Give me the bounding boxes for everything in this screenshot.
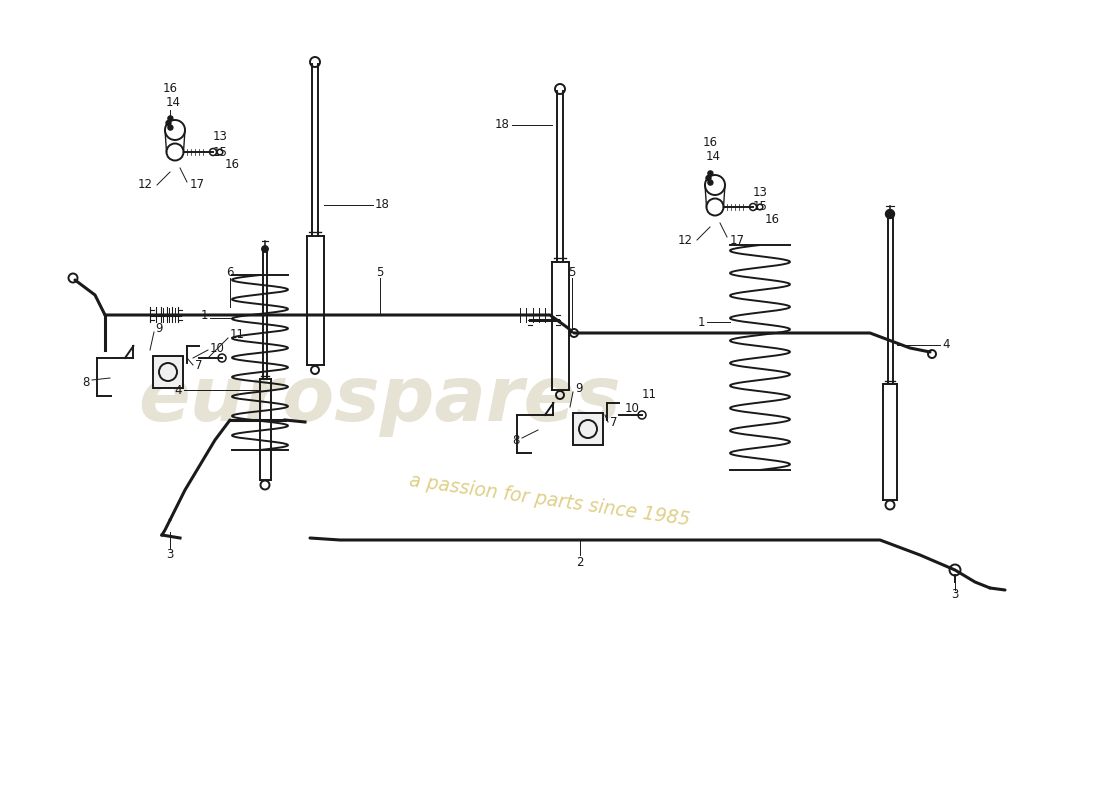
Bar	[153, 356, 183, 388]
Text: 17: 17	[190, 178, 205, 191]
Circle shape	[706, 175, 711, 181]
Circle shape	[168, 116, 173, 121]
Text: 16: 16	[226, 158, 240, 171]
Text: a passion for parts since 1985: a passion for parts since 1985	[408, 471, 692, 529]
Circle shape	[708, 180, 713, 185]
Text: 15: 15	[754, 201, 768, 214]
Text: 3: 3	[952, 589, 959, 602]
Text: 17: 17	[730, 234, 745, 246]
Text: 1: 1	[200, 309, 208, 322]
Text: 13: 13	[754, 186, 768, 198]
Text: 13: 13	[213, 130, 228, 143]
Text: 4: 4	[942, 338, 949, 351]
Text: 4: 4	[175, 383, 182, 397]
Text: 16: 16	[163, 82, 177, 94]
Text: 9: 9	[575, 382, 583, 394]
Circle shape	[168, 125, 173, 130]
Text: 5: 5	[569, 266, 575, 278]
Text: 6: 6	[227, 266, 233, 278]
Text: 1: 1	[697, 315, 705, 329]
Text: 7: 7	[195, 358, 202, 371]
Circle shape	[262, 246, 268, 252]
Text: 7: 7	[610, 415, 617, 429]
Circle shape	[886, 210, 894, 218]
Text: 3: 3	[166, 549, 174, 562]
Circle shape	[708, 171, 713, 176]
Text: 18: 18	[375, 198, 389, 211]
Text: 18: 18	[495, 118, 510, 131]
Text: 14: 14	[705, 150, 720, 163]
Text: 14: 14	[165, 95, 180, 109]
Text: 9: 9	[155, 322, 163, 334]
Text: 11: 11	[230, 329, 245, 342]
Text: eurospares: eurospares	[139, 363, 621, 437]
Text: 10: 10	[210, 342, 224, 354]
Text: 8: 8	[82, 375, 90, 389]
Text: 12: 12	[678, 234, 693, 246]
Text: 15: 15	[213, 146, 228, 158]
Text: 16: 16	[764, 214, 780, 226]
Bar	[573, 413, 603, 445]
Text: 2: 2	[576, 555, 584, 569]
Text: 5: 5	[376, 266, 384, 278]
Text: 10: 10	[625, 402, 640, 414]
Text: 16: 16	[703, 137, 717, 150]
Circle shape	[166, 121, 170, 126]
Text: 8: 8	[513, 434, 520, 446]
Text: 11: 11	[642, 389, 657, 402]
Text: 12: 12	[138, 178, 153, 191]
